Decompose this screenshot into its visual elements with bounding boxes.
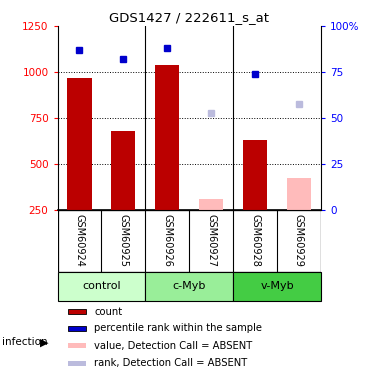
Bar [68,78,92,210]
Text: GSM60925: GSM60925 [118,214,128,267]
Text: GSM60924: GSM60924 [75,214,85,267]
Bar [68,326,86,331]
Text: control: control [82,281,121,291]
Text: GSM60926: GSM60926 [162,214,172,267]
Bar [145,272,233,301]
Text: v-Myb: v-Myb [260,281,294,291]
Text: c-Myb: c-Myb [173,281,206,291]
Bar [233,272,321,301]
Text: GSM60927: GSM60927 [206,214,216,267]
Bar [111,131,135,210]
Bar [68,343,86,348]
Text: ▶: ▶ [40,338,48,347]
Bar [68,360,86,366]
Bar [68,309,86,315]
Title: GDS1427 / 222611_s_at: GDS1427 / 222611_s_at [109,11,269,24]
Text: percentile rank within the sample: percentile rank within the sample [94,324,262,333]
Text: value, Detection Call = ABSENT: value, Detection Call = ABSENT [94,341,253,351]
Text: infection: infection [2,338,47,347]
Text: count: count [94,307,122,317]
Bar [287,178,311,210]
Text: GSM60928: GSM60928 [250,214,260,267]
Bar [243,140,267,210]
Text: GSM60929: GSM60929 [294,214,304,267]
Text: rank, Detection Call = ABSENT: rank, Detection Call = ABSENT [94,358,247,368]
Bar [58,272,145,301]
Bar [199,198,223,210]
Bar [155,65,179,210]
